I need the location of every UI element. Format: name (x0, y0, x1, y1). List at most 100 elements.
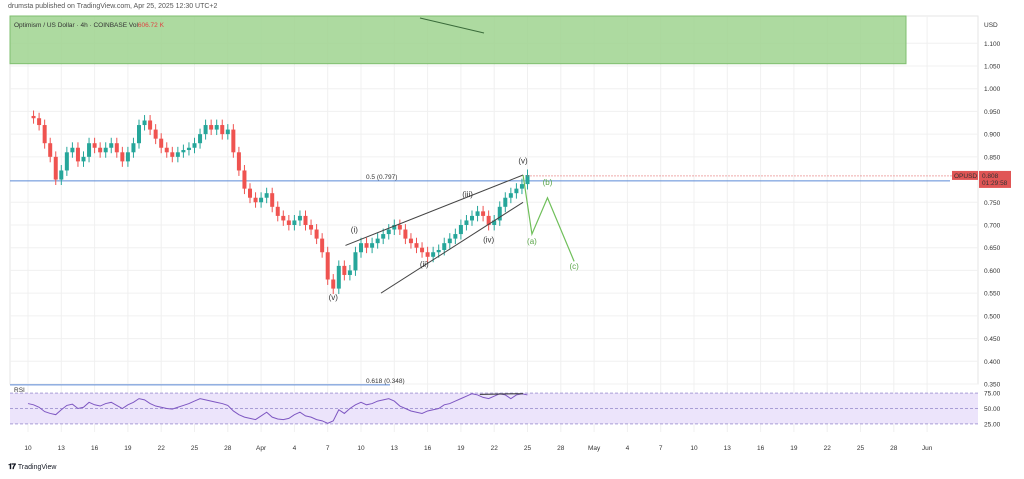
candle-body (342, 265, 347, 275)
y-tick-label: 0.350 (984, 382, 1001, 389)
y-tick-label: 0.550 (984, 291, 1001, 298)
candle-body (497, 206, 502, 221)
x-tick-label: 28 (224, 445, 232, 452)
candle-body (37, 118, 42, 126)
projection-label: (a) (527, 237, 537, 246)
x-tick-label: May (588, 445, 601, 452)
candle-body (259, 197, 264, 203)
candle-body (114, 143, 119, 153)
x-tick-label: Jun (922, 445, 933, 452)
candle-body (98, 147, 103, 153)
candle-body (192, 143, 197, 148)
candle-body (87, 143, 92, 157)
y-tick-label: 0.500 (984, 313, 1001, 320)
y-tick-label: 0.850 (984, 154, 1001, 161)
x-tick-label: 10 (690, 445, 698, 452)
candle-body (309, 224, 314, 230)
x-tick-label: 7 (326, 445, 330, 452)
rsi-label: RSI (14, 387, 25, 394)
candle-body (486, 215, 491, 225)
candle-body (447, 238, 452, 244)
candle-body (381, 234, 386, 239)
candle-body (120, 152, 125, 162)
candle-body (297, 215, 302, 221)
candle-body (286, 220, 291, 225)
candle-body (148, 120, 153, 130)
candle-body (453, 234, 458, 239)
candle-body (242, 170, 247, 189)
x-tick-label: 13 (58, 445, 66, 452)
y-tick-label: 1.100 (984, 41, 1001, 48)
x-tick-label: 13 (391, 445, 399, 452)
x-tick-label: 22 (491, 445, 499, 452)
candle-body (320, 238, 325, 253)
y-tick-label: 0.450 (984, 336, 1001, 343)
x-tick-label: 4 (293, 445, 297, 452)
candle-body (375, 238, 380, 244)
candle-body (408, 238, 413, 244)
candle-body (231, 129, 236, 153)
candle-body (325, 252, 330, 280)
publish-info: drumsta published on TradingView.com, Ap… (8, 3, 218, 10)
y-tick-label: 0.950 (984, 109, 1001, 116)
wave-label: (iii) (462, 190, 473, 199)
fib-level-label: 0.5 (0.797) (366, 174, 397, 181)
candle-body (414, 243, 419, 248)
candle-body (370, 243, 375, 248)
current-symbol: OPUSD (954, 173, 977, 180)
wedge-trendline (345, 174, 524, 246)
currency-label: USD (984, 22, 998, 29)
candle-body (236, 152, 241, 171)
candle-body (519, 184, 524, 189)
current-price-value: 0.808 (982, 173, 999, 180)
candle-body (514, 188, 519, 194)
candle-body (403, 229, 408, 239)
candle-body (508, 193, 513, 198)
candle-body (42, 125, 47, 144)
candle-body (170, 152, 175, 157)
wave-label: (iv) (483, 235, 494, 244)
resistance-zone (9, 15, 907, 65)
rsi-divergence-line (479, 393, 524, 395)
candle-body (186, 147, 191, 151)
tradingview-watermark: 𝟏𝟕 TradingView (8, 462, 56, 472)
candle-body (442, 243, 447, 250)
candle-body (48, 143, 53, 157)
candle-body (314, 229, 319, 239)
x-tick-label: 28 (890, 445, 898, 452)
y-tick-label: 0.400 (984, 359, 1001, 366)
candle-body (103, 147, 108, 153)
wave-label: (v) (518, 157, 528, 166)
rsi-level-label: 75.00 (984, 391, 1001, 398)
y-tick-label: 0.650 (984, 245, 1001, 252)
current-price-tag (979, 170, 1011, 188)
candle-body (281, 215, 286, 221)
projection-path (522, 174, 575, 262)
candle-body (503, 197, 508, 207)
candle-body (436, 249, 441, 253)
candle-body (142, 120, 147, 126)
x-tick-label: 4 (626, 445, 630, 452)
x-tick-label: 16 (424, 445, 432, 452)
candle-body (92, 143, 97, 148)
x-tick-label: 10 (357, 445, 365, 452)
candle-body (153, 129, 158, 139)
x-tick-label: 16 (91, 445, 99, 452)
y-tick-label: 1.050 (984, 63, 1001, 70)
candle-body (125, 152, 130, 162)
candle-body (64, 152, 69, 171)
y-tick-label: 1.000 (984, 86, 1001, 93)
candle-body (264, 193, 269, 198)
candle-body (431, 252, 436, 257)
watermark-text: TradingView (17, 463, 57, 471)
candle-body (464, 220, 469, 225)
candle-body (359, 243, 363, 253)
candle-body (481, 211, 486, 216)
x-tick-label: 7 (659, 445, 663, 452)
x-tick-label: Apr (256, 445, 267, 452)
candle-body (353, 252, 358, 271)
candle-body (458, 224, 463, 235)
wave-label: (i) (351, 226, 358, 235)
candle-body (164, 147, 169, 153)
